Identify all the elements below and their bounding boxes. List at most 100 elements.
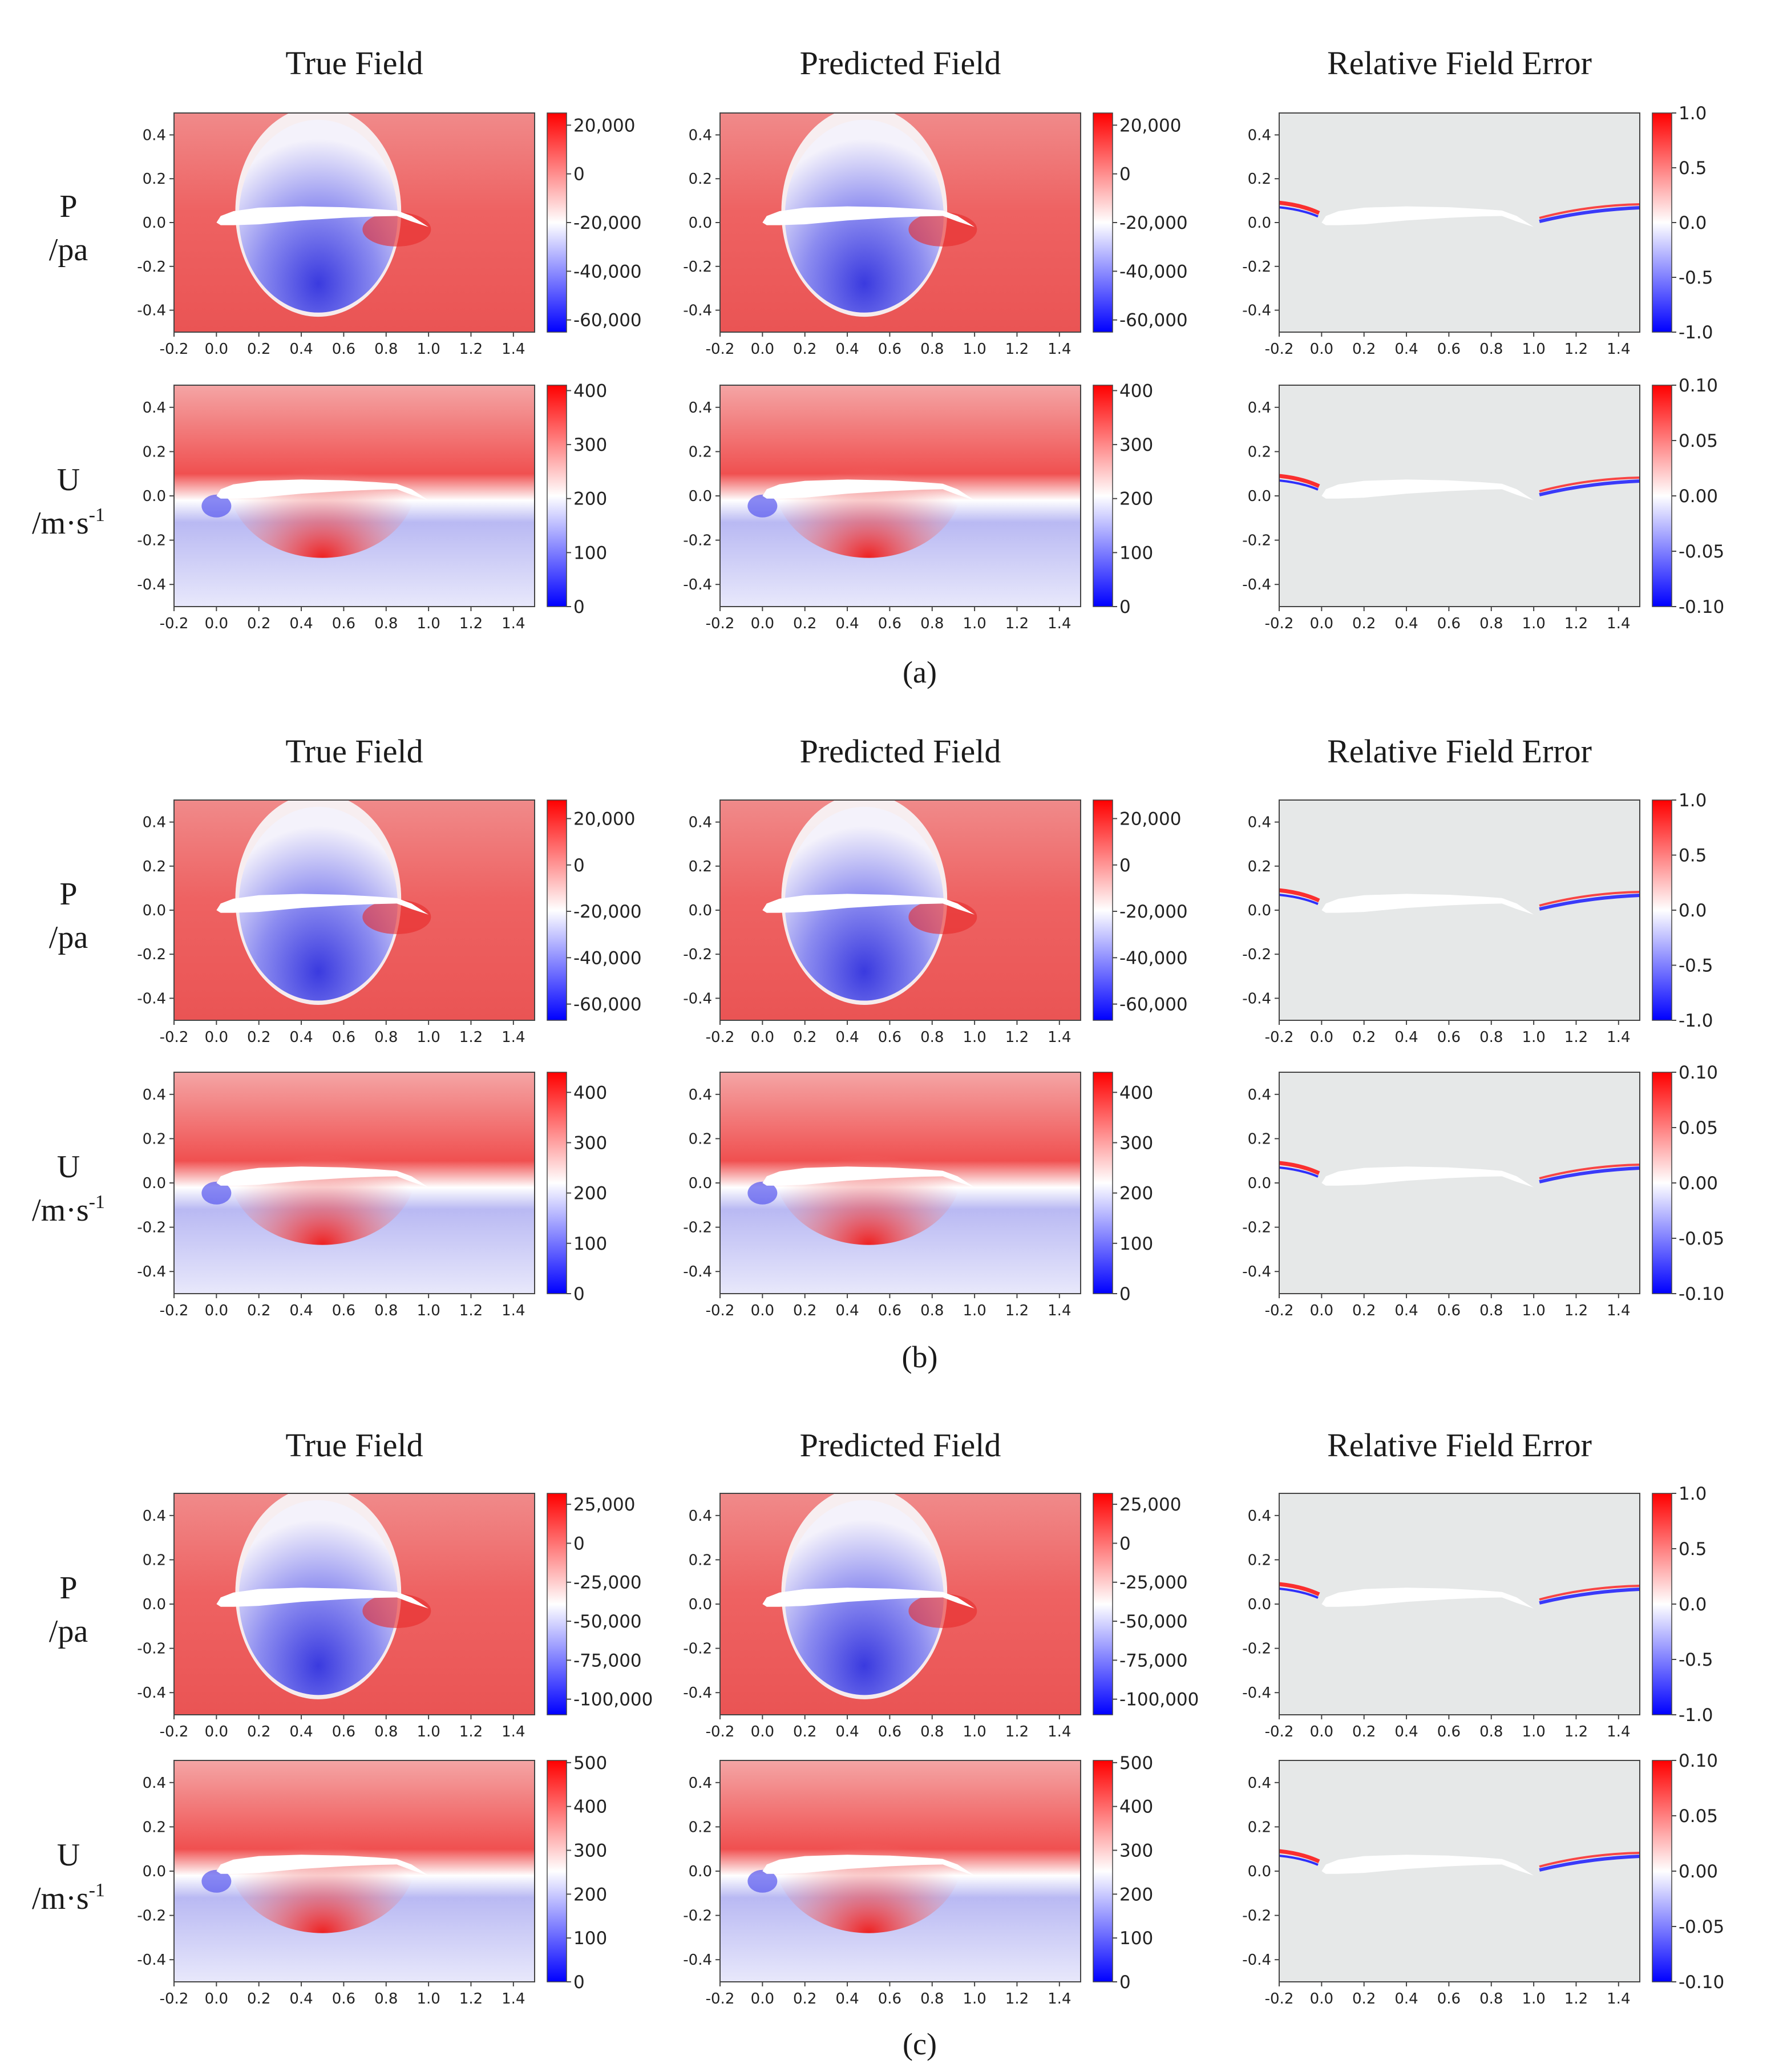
colorbar-tick-label: 300 bbox=[573, 1841, 607, 1861]
x-tick-label: 1.0 bbox=[417, 1723, 440, 1740]
y-tick-label: 0.0 bbox=[689, 488, 712, 505]
row-label-var: P bbox=[59, 189, 77, 224]
y-tick-label: 0.4 bbox=[1248, 1087, 1271, 1104]
x-tick-label: 0.4 bbox=[1394, 615, 1418, 632]
y-tick-label: -0.4 bbox=[1242, 990, 1271, 1007]
x-tick-label: 0.4 bbox=[835, 1990, 859, 2008]
x-tick-label: 0.0 bbox=[751, 615, 774, 632]
x-tick-label: 0.2 bbox=[1352, 1302, 1376, 1319]
x-tick-label: 1.4 bbox=[502, 615, 525, 632]
colorbar-tick-label: 100 bbox=[1119, 1928, 1153, 1949]
colorbar-tick-label: 0.00 bbox=[1679, 486, 1718, 507]
x-tick-label: 0.2 bbox=[1352, 1723, 1376, 1740]
x-tick-label: 1.4 bbox=[1607, 1723, 1630, 1740]
y-tick-label: 0.4 bbox=[143, 1508, 166, 1525]
colorbar-tick-label: -0.10 bbox=[1679, 597, 1724, 617]
y-tick-label: 0.0 bbox=[1248, 488, 1271, 505]
y-tick-label: 0.0 bbox=[143, 1596, 166, 1613]
colorbar-tick-label: 20,000 bbox=[1119, 809, 1181, 830]
airfoil-shape bbox=[1321, 479, 1534, 500]
stagnation-spot bbox=[747, 1869, 778, 1893]
heatmap-b-u-0: -0.2 0.0 0.2 0.4 0.6 0.8 1.0 1.2 1.4 0.4 0.2 0.0 -0.… bbox=[137, 1072, 607, 1319]
y-tick-label: -0.4 bbox=[683, 302, 712, 320]
stagnation-spot bbox=[201, 494, 232, 518]
colorbar-tick-label: 300 bbox=[1119, 1841, 1153, 1861]
x-tick-label: 0.8 bbox=[374, 1302, 398, 1319]
heatmap-c-p-2: -0.2 0.0 0.2 0.4 0.6 0.8 1.0 1.2 1.4 0.4 0.2 0.0 -0.… bbox=[1242, 1484, 1713, 1740]
x-tick-label: 1.2 bbox=[1005, 1723, 1029, 1740]
y-tick-label: 0.2 bbox=[689, 1130, 712, 1148]
y-tick-label: 0.4 bbox=[1248, 127, 1271, 144]
x-tick-label: 1.0 bbox=[417, 1029, 440, 1046]
y-tick-label: -0.4 bbox=[1242, 1952, 1271, 1969]
error-streak-leading-neg bbox=[1279, 1587, 1319, 1599]
x-tick-label: 1.0 bbox=[417, 1990, 440, 2008]
y-tick-label: -0.2 bbox=[1242, 1908, 1271, 1925]
heatmap-b-p-1: -0.2 0.0 0.2 0.4 0.6 0.8 1.0 1.2 1.4 0.4 0.2 0.0 -0.… bbox=[683, 799, 1188, 1046]
y-tick-label: 0.0 bbox=[689, 215, 712, 232]
colorbar-tick-label: -0.5 bbox=[1679, 268, 1713, 288]
colorbar-tick-label: 0.10 bbox=[1679, 1751, 1718, 1771]
colorbar-tick-label: 300 bbox=[573, 1133, 607, 1153]
colorbar-tick-label: -40,000 bbox=[1119, 948, 1188, 968]
colorbar-tick-label: 500 bbox=[573, 1753, 607, 1774]
colorbar-tick-label: 0.0 bbox=[1679, 213, 1707, 233]
x-tick-label: 0.8 bbox=[1479, 1723, 1503, 1740]
x-tick-label: 0.8 bbox=[920, 1990, 944, 2008]
x-tick-label: 0.2 bbox=[793, 1302, 816, 1319]
stagnation-region bbox=[908, 212, 977, 247]
x-tick-label: 1.2 bbox=[1005, 341, 1029, 358]
colorbar-tick-label: 0.10 bbox=[1679, 375, 1718, 396]
heatmap-b-u-1: -0.2 0.0 0.2 0.4 0.6 0.8 1.0 1.2 1.4 0.4 0.2 0.0 -0.… bbox=[683, 1072, 1153, 1319]
x-tick-label: 0.2 bbox=[793, 341, 816, 358]
colorbar-tick-label: 0 bbox=[1119, 1284, 1131, 1304]
colorbar-tick-label: 0 bbox=[573, 1284, 585, 1304]
column-title: True Field bbox=[285, 1427, 423, 1464]
y-tick-label: 0.4 bbox=[689, 1508, 712, 1525]
x-tick-label: 1.0 bbox=[963, 1990, 986, 2008]
colorbar-tick-label: -0.5 bbox=[1679, 956, 1713, 976]
colorbar-tick-label: -20,000 bbox=[1119, 902, 1188, 922]
colorbar-tick-label: 100 bbox=[1119, 1234, 1153, 1254]
x-tick-label: -0.2 bbox=[1265, 1990, 1294, 2008]
x-tick-label: 1.0 bbox=[963, 341, 986, 358]
x-tick-label: 0.0 bbox=[205, 1990, 228, 2008]
y-tick-label: 0.2 bbox=[1248, 443, 1271, 461]
column-title: Predicted Field bbox=[800, 1427, 1001, 1464]
x-tick-label: 0.2 bbox=[793, 1723, 816, 1740]
x-tick-label: 1.4 bbox=[502, 341, 525, 358]
colorbar-tick-label: -0.05 bbox=[1679, 1917, 1724, 1937]
x-tick-label: 0.4 bbox=[1394, 341, 1418, 358]
error-streak-leading-neg bbox=[1279, 1854, 1319, 1866]
x-tick-label: 0.8 bbox=[920, 1029, 944, 1046]
x-tick-label: 0.0 bbox=[1310, 341, 1333, 358]
row-label-unit: /pa bbox=[49, 232, 88, 268]
heatmap-a-u-2: -0.2 0.0 0.2 0.4 0.6 0.8 1.0 1.2 1.4 0.4 0.2 0.0 -0.… bbox=[1242, 375, 1724, 632]
y-tick-label: -0.4 bbox=[683, 576, 712, 593]
y-tick-label: 0.0 bbox=[1248, 1863, 1271, 1880]
y-tick-label: 0.4 bbox=[689, 814, 712, 831]
x-tick-label: 1.4 bbox=[1607, 615, 1630, 632]
colorbar-tick-label: -40,000 bbox=[1119, 261, 1188, 282]
airfoil-shape bbox=[216, 206, 429, 227]
colorbar-tick-label: 400 bbox=[573, 1083, 607, 1103]
colorbar bbox=[1652, 385, 1672, 607]
y-tick-label: -0.4 bbox=[683, 1685, 712, 1702]
x-tick-label: 1.2 bbox=[1564, 1990, 1588, 2008]
x-tick-label: -0.2 bbox=[1265, 1029, 1294, 1046]
x-tick-label: 0.0 bbox=[1310, 1029, 1333, 1046]
y-tick-label: 0.2 bbox=[143, 1552, 166, 1569]
x-tick-label: -0.2 bbox=[1265, 1723, 1294, 1740]
x-tick-label: 1.2 bbox=[1564, 1723, 1588, 1740]
heatmap-a-p-1: -0.2 0.0 0.2 0.4 0.6 0.8 1.0 1.2 1.4 0.4 0.2 0.0 -0.… bbox=[683, 112, 1188, 358]
column-title: Predicted Field bbox=[800, 45, 1001, 82]
row-label-var: U bbox=[57, 1837, 80, 1873]
y-tick-label: -0.4 bbox=[1242, 576, 1271, 593]
stagnation-region bbox=[362, 212, 431, 247]
y-tick-label: 0.0 bbox=[143, 215, 166, 232]
x-tick-label: 0.6 bbox=[332, 1723, 355, 1740]
x-tick-label: 0.8 bbox=[374, 615, 398, 632]
colorbar-tick-label: -0.10 bbox=[1679, 1972, 1724, 1993]
y-tick-label: 0.4 bbox=[143, 814, 166, 831]
x-tick-label: 0.6 bbox=[332, 1302, 355, 1319]
